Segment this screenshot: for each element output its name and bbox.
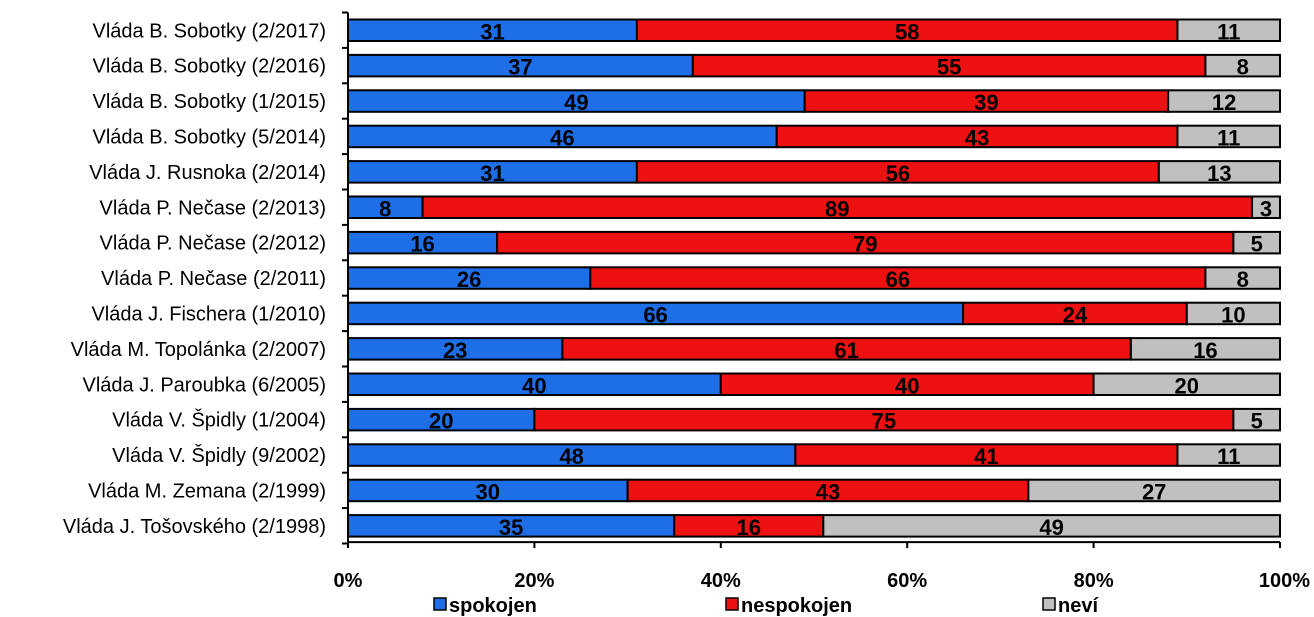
category-label: Vláda M. Zemana (2/1999) (88, 480, 326, 502)
value-label: 31 (480, 19, 504, 44)
legend-swatch (1042, 597, 1056, 611)
value-label: 39 (974, 90, 998, 115)
legend: spokojen nespokojen neví (433, 595, 1099, 617)
legend-swatch (433, 597, 447, 611)
value-label: 48 (559, 444, 583, 469)
value-label: 16 (410, 232, 434, 257)
value-label: 61 (834, 338, 858, 363)
category-label: Vláda B. Sobotky (5/2014) (93, 126, 326, 148)
bar-segment-nev (1251, 195, 1282, 219)
value-label: 11 (1217, 444, 1240, 469)
value-label: 20 (429, 409, 453, 434)
x-tick-label: 40% (701, 570, 741, 592)
value-label: 49 (564, 90, 588, 115)
value-label: 35 (499, 515, 523, 540)
legend-label: neví (1058, 595, 1099, 617)
value-label: 11 (1217, 125, 1240, 150)
category-label: Vláda B. Sobotky (2/2017) (93, 20, 326, 42)
value-label: 55 (937, 55, 961, 80)
value-label: 89 (825, 196, 849, 221)
category-label: Vláda M. Topolánka (2/2007) (71, 339, 326, 361)
category-label: Vláda V. Špidly (9/2002) (112, 444, 326, 467)
bar-segment-nev (1185, 301, 1282, 326)
value-label: 43 (965, 125, 989, 150)
bar-segment-nev (1167, 89, 1282, 113)
value-label: 30 (476, 479, 500, 504)
value-label: 8 (1237, 55, 1249, 80)
category-label: Vláda B. Sobotky (2/2016) (93, 56, 326, 78)
value-label: 5 (1251, 409, 1263, 434)
x-tick-label: 80% (1074, 570, 1114, 592)
value-label: 11 (1217, 19, 1240, 44)
x-tick-label: 100% (1259, 570, 1310, 592)
x-tick-label: 20% (514, 570, 554, 592)
value-label: 40 (895, 373, 919, 398)
category-label: Vláda J. Fischera (1/2010) (91, 303, 326, 325)
value-label: 40 (522, 373, 546, 398)
value-label: 58 (895, 19, 919, 44)
bar-segment-nev (1176, 18, 1281, 42)
value-label: 49 (1039, 515, 1063, 540)
bar-segment-nev (1232, 407, 1282, 432)
value-label: 27 (1142, 479, 1166, 504)
value-label: 8 (1237, 267, 1249, 292)
value-label: 75 (872, 409, 896, 434)
category-label: Vláda V. Špidly (1/2004) (112, 409, 326, 432)
value-label: 46 (550, 125, 574, 150)
value-label: 66 (886, 267, 910, 292)
value-label: 16 (737, 515, 761, 540)
value-label: 8 (379, 196, 391, 221)
legend-label: spokojen (449, 595, 537, 617)
category-label: Vláda J. Rusnoka (2/2014) (89, 162, 326, 184)
value-label: 41 (974, 444, 998, 469)
bar-segment-nev (1176, 443, 1281, 467)
bar-segment-nev (1204, 53, 1281, 78)
value-label: 56 (886, 161, 910, 186)
category-label: Vláda B. Sobotky (1/2015) (93, 91, 326, 113)
category-label: Vláda P. Nečase (2/2012) (100, 233, 326, 255)
category-label: Vláda J. Tošovského (2/1998) (63, 516, 326, 538)
value-label: 23 (443, 338, 467, 363)
value-label: 20 (1175, 373, 1199, 398)
legend-swatch (725, 597, 739, 611)
value-label: 31 (480, 161, 504, 186)
value-label: 66 (643, 302, 667, 327)
legend-label: nespokojen (741, 595, 852, 617)
category-labels: Vláda B. Sobotky (2/2017) Vláda B. Sobotk… (63, 20, 326, 538)
category-label: Vláda J. Paroubka (6/2005) (83, 374, 327, 396)
x-tick-label: 0% (334, 570, 363, 592)
category-label: Vláda P. Nečase (2/2011) (101, 268, 326, 290)
value-label: 3 (1260, 196, 1272, 221)
value-label: 12 (1212, 90, 1236, 115)
value-label: 16 (1193, 338, 1217, 363)
value-label: 79 (853, 232, 877, 257)
x-tick-label: 60% (887, 570, 927, 592)
bar-segment-nev (1157, 160, 1281, 184)
bar-segment-nev (1129, 337, 1281, 361)
bar-segment-nev (1092, 372, 1281, 396)
category-label: Vláda P. Nečase (2/2013) (100, 197, 326, 219)
bar-segment-nev (1204, 266, 1281, 290)
value-label: 10 (1221, 302, 1245, 327)
value-label: 13 (1207, 161, 1231, 186)
bar-segment-nev (1232, 230, 1282, 255)
value-label: 5 (1251, 232, 1263, 257)
x-axis: 0% 20% 40% 60% 80% 100% (334, 11, 1310, 592)
bar-segment-nev (1027, 478, 1281, 503)
bar-segment-nev (1176, 124, 1281, 149)
value-label: 26 (457, 267, 481, 292)
bar-segment-nev (822, 514, 1281, 538)
value-label: 43 (816, 479, 840, 504)
value-label: 24 (1063, 302, 1088, 327)
value-label: 37 (508, 55, 532, 80)
